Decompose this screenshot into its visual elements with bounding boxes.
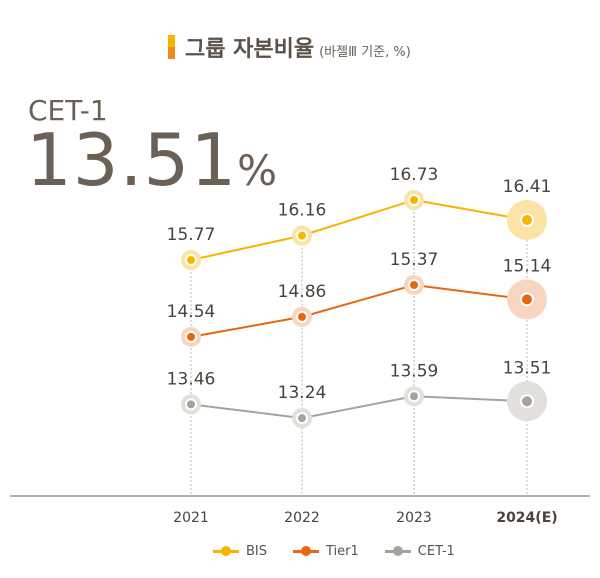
data-label: 13.24 bbox=[278, 383, 327, 403]
data-point bbox=[520, 394, 534, 409]
data-point bbox=[520, 292, 534, 307]
data-point bbox=[185, 330, 197, 343]
series-line-BIS bbox=[190, 198, 528, 261]
legend-item-CET-1: CET-1 bbox=[384, 544, 455, 559]
legend: BIS Tier1 CET-1 bbox=[213, 544, 455, 559]
data-label: 16.41 bbox=[503, 177, 552, 197]
legend-label: BIS bbox=[246, 544, 268, 559]
title-text: 그룹 자본비율 bbox=[185, 37, 315, 62]
series-line-Tier1 bbox=[190, 283, 528, 338]
data-label: 16.16 bbox=[278, 201, 327, 221]
data-label: 15.14 bbox=[503, 256, 552, 276]
x-tick-label: 2021 bbox=[173, 510, 209, 526]
legend-item-Tier1: Tier1 bbox=[293, 544, 359, 559]
highlight-unit: % bbox=[237, 146, 279, 195]
title-subtitle: (바젤Ⅲ 기준, %) bbox=[319, 44, 411, 60]
chart-title: 그룹 자본비율 (바젤Ⅲ 기준, %) bbox=[168, 31, 411, 63]
highlight-label: CET-1 bbox=[28, 94, 108, 127]
legend-item-BIS: BIS bbox=[213, 544, 267, 559]
x-tick-label: 2024(E) bbox=[496, 510, 557, 526]
data-label: 15.77 bbox=[167, 225, 216, 245]
title-marker-icon bbox=[168, 35, 175, 59]
data-label: 14.86 bbox=[278, 282, 327, 302]
x-tick-label: 2022 bbox=[284, 510, 320, 526]
data-point bbox=[296, 412, 308, 425]
data-label: 16.73 bbox=[390, 165, 439, 185]
data-point bbox=[408, 279, 420, 291]
data-point bbox=[296, 229, 308, 242]
legend-swatch-icon bbox=[213, 546, 239, 556]
series-line-CET-1 bbox=[190, 395, 528, 420]
highlight-number: 13.51 bbox=[26, 118, 238, 202]
data-point bbox=[520, 213, 534, 227]
legend-label: CET-1 bbox=[417, 544, 455, 559]
data-label: 14.54 bbox=[167, 302, 216, 322]
data-point bbox=[185, 398, 197, 411]
data-label: 13.59 bbox=[390, 361, 439, 381]
data-point bbox=[296, 310, 308, 323]
legend-label: Tier1 bbox=[326, 544, 359, 559]
data-label: 13.46 bbox=[167, 369, 216, 389]
data-point bbox=[408, 390, 420, 403]
legend-swatch-icon bbox=[384, 546, 411, 556]
data-point bbox=[185, 254, 197, 266]
highlight-value: 13.51% bbox=[26, 118, 278, 202]
x-tick-label: 2023 bbox=[396, 510, 432, 526]
legend-swatch-icon bbox=[293, 546, 320, 556]
data-point bbox=[408, 194, 420, 206]
data-label: 13.51 bbox=[503, 358, 552, 378]
data-label: 15.37 bbox=[390, 250, 439, 270]
